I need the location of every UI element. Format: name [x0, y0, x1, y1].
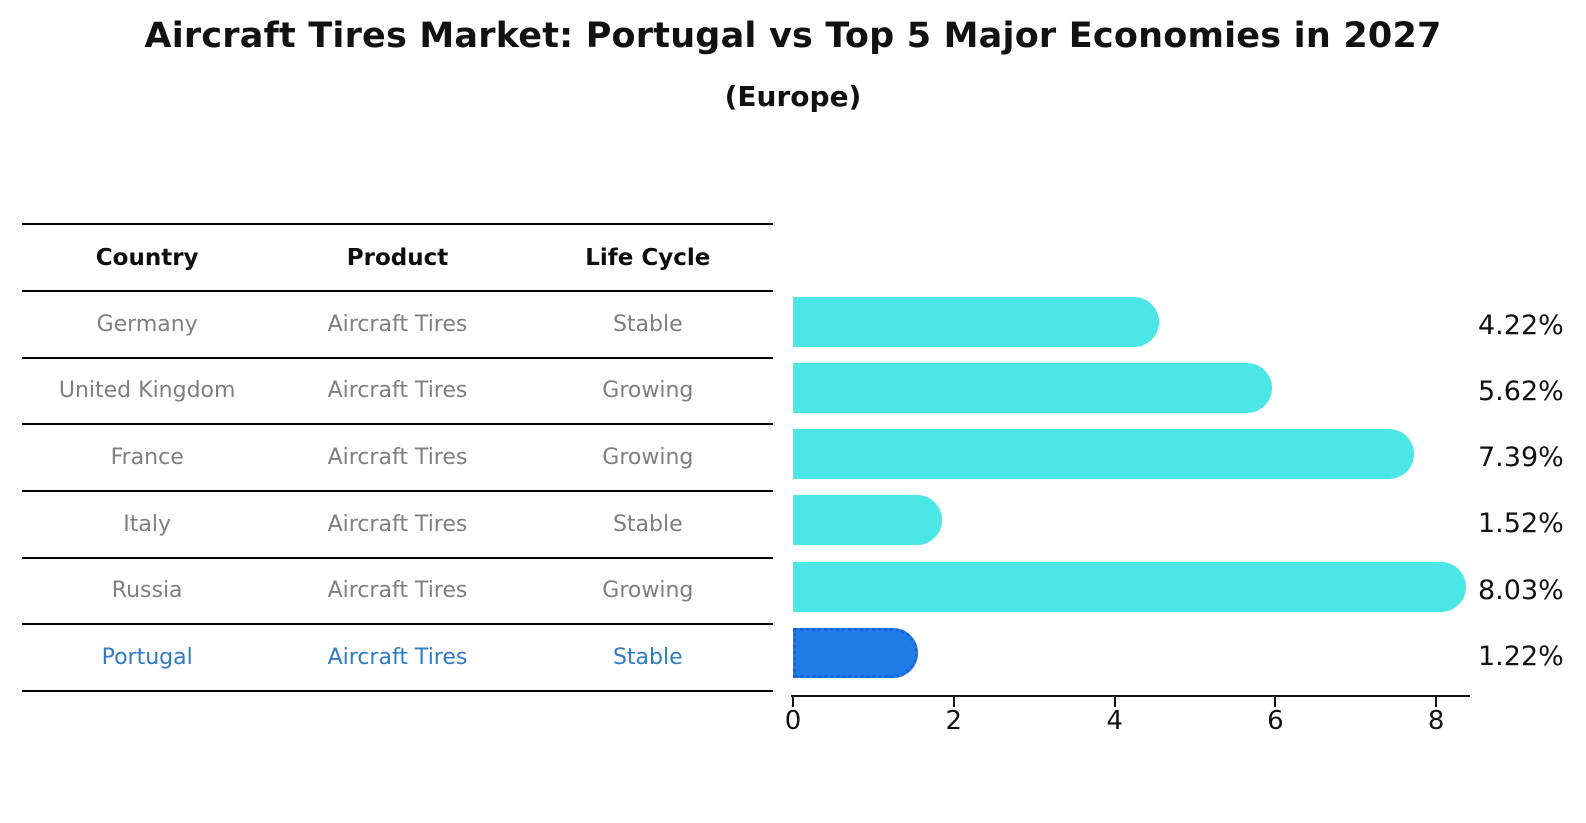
x-axis-tick [792, 697, 794, 707]
x-axis-tick [1435, 697, 1438, 707]
table-row: United Kingdom Aircraft Tires Growing [22, 359, 773, 426]
cell-product: Aircraft Tires [327, 311, 468, 337]
table-row: Germany Aircraft Tires Stable [22, 292, 773, 359]
cell-country: Germany [96, 311, 198, 337]
cell-country: France [110, 445, 184, 471]
cell-country: Italy [123, 511, 172, 537]
cell-life-cycle: Growing [602, 445, 694, 471]
cell-product: Aircraft Tires [327, 378, 468, 404]
table-body: Germany Aircraft Tires Stable United Kin… [22, 292, 773, 692]
table-row: France Aircraft Tires Growing [22, 425, 773, 492]
cell-life-cycle: Growing [602, 378, 694, 404]
x-axis-tick [1113, 697, 1116, 707]
cell-life-cycle: Stable [612, 645, 683, 671]
table-header-row: Country Product Life Cycle [22, 225, 773, 292]
chart-subtitle: (Europe) [724, 80, 862, 113]
value-label: 4.22% [1478, 310, 1564, 341]
bar-united-kingdom [793, 363, 1272, 413]
value-label: 1.22% [1478, 641, 1564, 672]
x-axis-tick-label: 0 [784, 706, 802, 736]
cell-country: Russia [111, 578, 183, 604]
x-axis-tick-label: 2 [945, 706, 963, 736]
cell-product: Aircraft Tires [327, 445, 468, 471]
cell-life-cycle: Growing [602, 578, 694, 604]
x-axis-tick [1274, 697, 1277, 707]
column-header-product: Product [346, 244, 449, 271]
x-axis-tick [952, 697, 955, 707]
bar-germany [793, 297, 1160, 347]
chart-title: Aircraft Tires Market: Portugal vs Top 5… [144, 16, 1442, 56]
cell-country: Portugal [101, 645, 193, 671]
value-label: 7.39% [1478, 442, 1564, 473]
cell-life-cycle: Stable [612, 511, 683, 537]
table-row: Italy Aircraft Tires Stable [22, 492, 773, 559]
bar-france [793, 429, 1415, 479]
x-axis-tick-label: 6 [1267, 706, 1284, 736]
value-label: 5.62% [1478, 376, 1564, 407]
cell-product: Aircraft Tires [327, 578, 468, 604]
column-header-country: Country [95, 244, 199, 271]
table-row: Portugal Aircraft Tires Stable [22, 625, 773, 692]
column-header-life-cycle: Life Cycle [585, 244, 711, 271]
bar-russia [793, 562, 1466, 612]
x-axis-tick-label: 4 [1106, 706, 1123, 736]
value-label: 8.03% [1478, 575, 1564, 606]
cell-life-cycle: Stable [612, 311, 683, 337]
value-label: 1.52% [1478, 508, 1564, 539]
cell-product: Aircraft Tires [327, 511, 468, 537]
country-table: Country Product Life Cycle Germany Aircr… [22, 223, 773, 692]
table-row: Russia Aircraft Tires Growing [22, 559, 773, 626]
x-axis-tick-label: 8 [1427, 706, 1445, 736]
x-axis-line [791, 695, 1470, 697]
bar-portugal [793, 628, 919, 678]
cell-country: United Kingdom [58, 378, 236, 404]
bar-italy [793, 495, 943, 545]
cell-product: Aircraft Tires [327, 645, 468, 671]
